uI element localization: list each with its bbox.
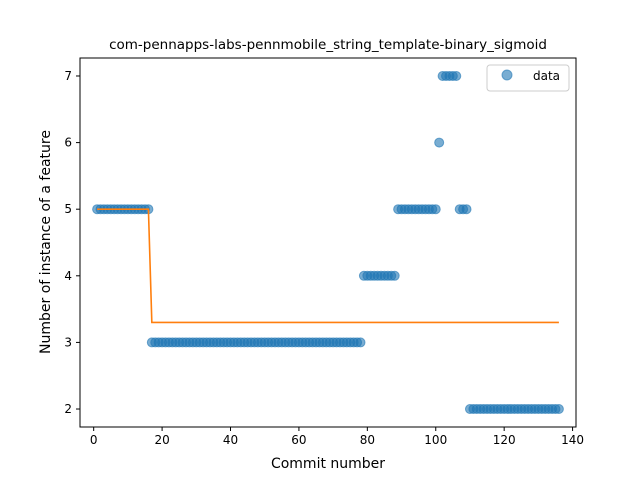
- y-tick-label: 6: [64, 136, 72, 150]
- y-axis-label: Number of instance of a feature: [38, 130, 54, 354]
- y-axis: 2 3 4 5 6 7: [64, 69, 80, 416]
- plot-frame: [79, 57, 577, 428]
- x-tick-label: 100: [424, 433, 447, 447]
- legend-marker: [501, 69, 513, 81]
- x-tick-label: 60: [291, 433, 306, 447]
- legend-label-data: data: [533, 69, 560, 83]
- fit-line: [97, 208, 559, 324]
- data-point: [389, 270, 400, 281]
- y-tick-label: 4: [64, 269, 72, 283]
- data-point: [430, 204, 441, 215]
- y-tick-label: 5: [64, 202, 72, 216]
- scatter-series-data: [92, 70, 564, 415]
- plot-area: [92, 70, 564, 415]
- data-point: [355, 337, 366, 348]
- y-tick-label: 3: [64, 335, 72, 349]
- x-tick-label: 40: [223, 433, 238, 447]
- data-point: [434, 137, 445, 148]
- y-tick-label: 2: [64, 402, 72, 416]
- x-tick-label: 140: [561, 433, 584, 447]
- legend: data: [486, 64, 570, 92]
- x-axis: 0 20 40 60 80 100 120 140: [90, 427, 584, 447]
- x-tick-label: 20: [154, 433, 169, 447]
- data-point: [451, 70, 462, 81]
- data-point: [461, 204, 472, 215]
- data-point: [553, 404, 564, 415]
- chart-title: com-pennapps-labs-pennmobile_string_temp…: [109, 37, 547, 53]
- x-tick-label: 80: [360, 433, 375, 447]
- x-tick-label: 120: [493, 433, 516, 447]
- x-tick-label: 0: [90, 433, 98, 447]
- y-tick-label: 7: [64, 69, 72, 83]
- x-axis-label: Commit number: [271, 456, 385, 472]
